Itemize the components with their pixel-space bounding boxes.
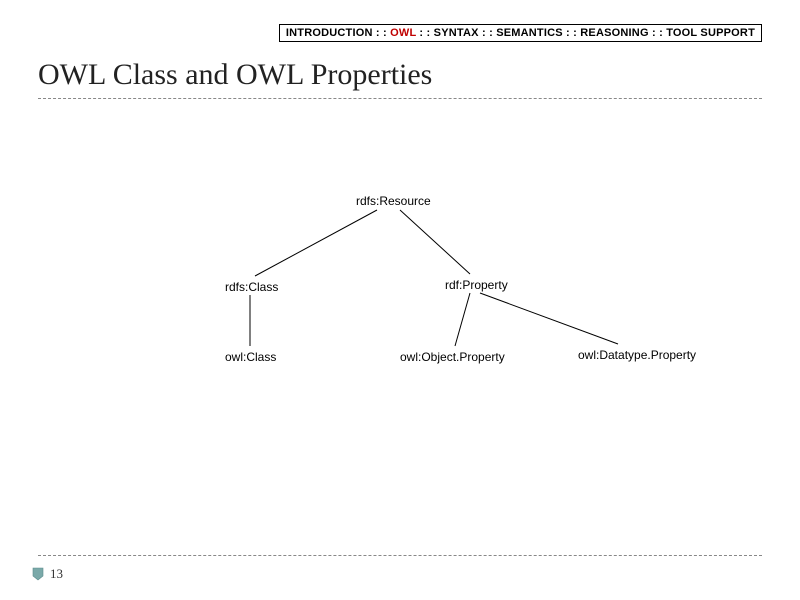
breadcrumb-item: SEMANTICS	[496, 27, 563, 39]
page-number: 13	[32, 566, 63, 582]
breadcrumb-separator: : :	[563, 27, 581, 39]
breadcrumb-item: TOOL SUPPORT	[666, 27, 755, 39]
page-title: OWL Class and OWL Properties	[38, 58, 762, 99]
breadcrumb-item: OWL	[390, 27, 416, 39]
tree-node: owl:Class	[225, 350, 276, 364]
breadcrumb-separator: : :	[373, 27, 391, 39]
breadcrumb-item: SYNTAX	[434, 27, 479, 39]
slide: INTRODUCTION : : OWL : : SYNTAX : : SEMA…	[0, 0, 800, 600]
tree-node: owl:Object.Property	[400, 350, 505, 364]
tree-edge	[255, 210, 377, 276]
tree-node: owl:Datatype.Property	[578, 348, 696, 362]
page-number-text: 13	[50, 566, 63, 582]
breadcrumb-separator: : :	[649, 27, 667, 39]
breadcrumb-item: INTRODUCTION	[286, 27, 373, 39]
tree-node: rdf:Property	[445, 278, 508, 292]
breadcrumb-item: REASONING	[580, 27, 648, 39]
tree-edge	[455, 293, 470, 346]
breadcrumb: INTRODUCTION : : OWL : : SYNTAX : : SEMA…	[279, 24, 762, 42]
breadcrumb-separator: : :	[479, 27, 497, 39]
tree-node: rdfs:Resource	[356, 194, 431, 208]
tree-node: rdfs:Class	[225, 280, 278, 294]
breadcrumb-separator: : :	[416, 27, 434, 39]
tree-edge	[400, 210, 470, 274]
page-marker-icon	[32, 567, 44, 581]
tree-edge	[480, 293, 618, 344]
footer-divider	[38, 555, 762, 556]
